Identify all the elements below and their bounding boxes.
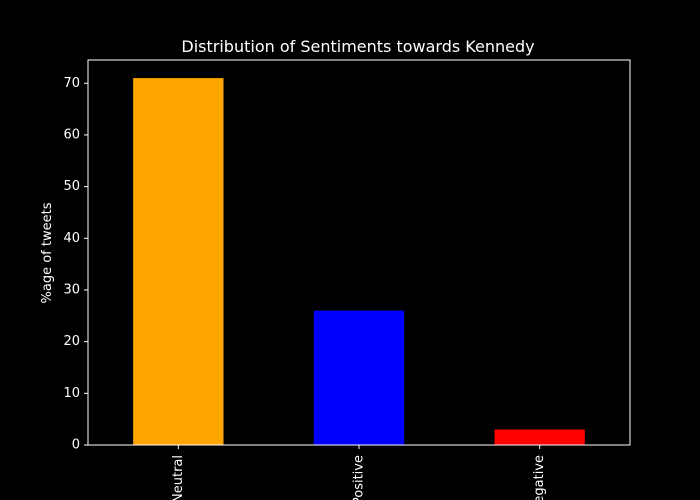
y-tick-label: 50 — [63, 179, 80, 194]
y-tick-label: 0 — [72, 438, 80, 453]
bar-positive — [313, 310, 405, 445]
y-axis-ticks: 0 10 20 30 40 50 60 70 — [63, 76, 88, 453]
y-tick-label: 30 — [63, 282, 80, 297]
bars-layer — [133, 78, 585, 445]
y-tick-label: 70 — [63, 76, 80, 91]
x-tick-label: Negative — [532, 455, 547, 500]
x-tick-label: Positive — [352, 455, 367, 500]
bar-neutral — [133, 78, 224, 445]
bar-negative — [494, 429, 585, 445]
x-tick-label: Neutral — [171, 455, 186, 500]
y-tick-label: 20 — [63, 334, 80, 349]
chart-title: Distribution of Sentiments towards Kenne… — [181, 37, 534, 56]
y-tick-label: 40 — [63, 231, 80, 246]
x-axis-ticks: Neutral Positive Negative — [171, 445, 547, 500]
y-tick-label: 10 — [63, 386, 80, 401]
y-tick-label: 60 — [63, 127, 80, 142]
y-axis-label: %age of tweets — [40, 202, 55, 303]
